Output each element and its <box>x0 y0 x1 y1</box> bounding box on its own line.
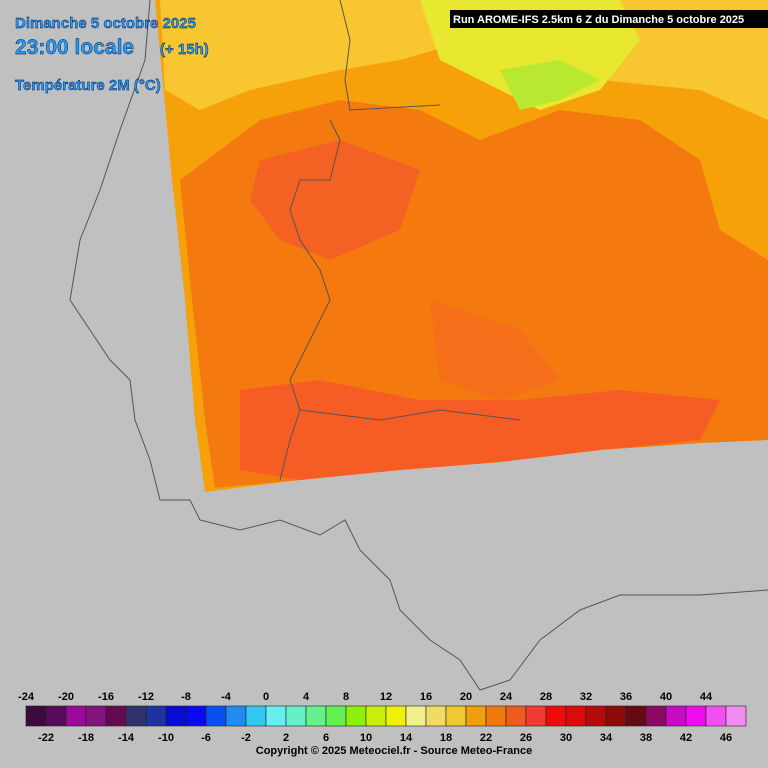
legend-label: 40 <box>660 691 672 703</box>
legend-swatch <box>565 705 587 727</box>
legend-swatch <box>665 705 687 727</box>
run-banner <box>450 10 768 28</box>
legend-swatch <box>245 705 267 727</box>
legend-label: 38 <box>640 732 652 744</box>
legend-swatch <box>365 705 387 727</box>
legend-label: 2 <box>283 732 289 744</box>
legend-swatch <box>265 705 287 727</box>
legend-label: -10 <box>158 732 174 744</box>
legend-label: -2 <box>241 732 251 744</box>
legend-label: -12 <box>138 691 154 703</box>
legend-swatch <box>645 705 667 727</box>
legend-label: 8 <box>343 691 349 703</box>
legend-label: -8 <box>181 691 191 703</box>
legend-label: -20 <box>58 691 74 703</box>
legend-swatch <box>185 705 207 727</box>
temperature-field <box>155 0 768 492</box>
legend-label: -14 <box>118 732 135 744</box>
legend-swatch <box>345 705 367 727</box>
legend-label: 42 <box>680 732 692 744</box>
legend-swatch <box>385 705 407 727</box>
legend-label: 34 <box>600 732 613 744</box>
copyright: Copyright © 2025 Meteociel.fr - Source M… <box>256 745 532 757</box>
legend-swatch <box>545 705 567 727</box>
legend-label: 6 <box>323 732 329 744</box>
legend-swatch <box>705 705 727 727</box>
legend-label: 28 <box>540 691 552 703</box>
legend-swatch <box>505 705 527 727</box>
legend-swatch <box>465 705 487 727</box>
legend-label: 24 <box>500 691 513 703</box>
legend-swatch <box>85 705 107 727</box>
legend-label: 30 <box>560 732 572 744</box>
legend-swatch <box>485 705 507 727</box>
legend-swatch <box>405 705 427 727</box>
legend-swatch <box>445 705 467 727</box>
legend-swatch <box>585 705 607 727</box>
legend-label: 36 <box>620 691 632 703</box>
legend-swatch <box>605 705 627 727</box>
legend-label: -24 <box>18 691 35 703</box>
legend-swatch <box>125 705 147 727</box>
legend-label: 0 <box>263 691 269 703</box>
legend-label: -6 <box>201 732 211 744</box>
legend-label: 18 <box>440 732 452 744</box>
legend-label: -16 <box>98 691 114 703</box>
legend-swatch <box>325 705 347 727</box>
legend-label: 20 <box>460 691 472 703</box>
legend-label: 4 <box>303 691 310 703</box>
legend-swatch <box>65 705 87 727</box>
legend-label: -4 <box>221 691 232 703</box>
color-legend: -24-22-20-18-16-14-12-10-8-6-4-202468101… <box>18 691 747 744</box>
legend-swatch <box>305 705 327 727</box>
legend-label: 10 <box>360 732 372 744</box>
legend-label: 16 <box>420 691 432 703</box>
legend-label: 46 <box>720 732 732 744</box>
legend-swatch <box>625 705 647 727</box>
legend-swatch <box>225 705 247 727</box>
legend-swatch <box>725 705 747 727</box>
legend-swatch <box>285 705 307 727</box>
parameter: Température 2M (°C) <box>15 77 161 94</box>
legend-label: -22 <box>38 732 54 744</box>
time: 23:00 locale <box>15 36 134 59</box>
legend-label: 14 <box>400 732 413 744</box>
legend-swatch <box>105 705 127 727</box>
date: Dimanche 5 octobre 2025 <box>15 15 196 32</box>
legend-label: 22 <box>480 732 492 744</box>
run-info: Run AROME-IFS 2.5km 6 Z du Dimanche 5 oc… <box>453 14 744 26</box>
legend-swatch <box>425 705 447 727</box>
legend-swatch <box>205 705 227 727</box>
offset: (+ 15h) <box>160 41 209 58</box>
legend-swatch <box>525 705 547 727</box>
legend-swatch <box>165 705 187 727</box>
legend-swatch <box>25 705 47 727</box>
legend-label: 12 <box>380 691 392 703</box>
legend-label: 32 <box>580 691 592 703</box>
legend-swatch <box>45 705 67 727</box>
legend-label: 44 <box>700 691 713 703</box>
legend-label: 26 <box>520 732 532 744</box>
coastlines <box>69 0 768 691</box>
legend-swatch <box>685 705 707 727</box>
legend-label: -18 <box>78 732 94 744</box>
legend-swatch <box>145 705 167 727</box>
